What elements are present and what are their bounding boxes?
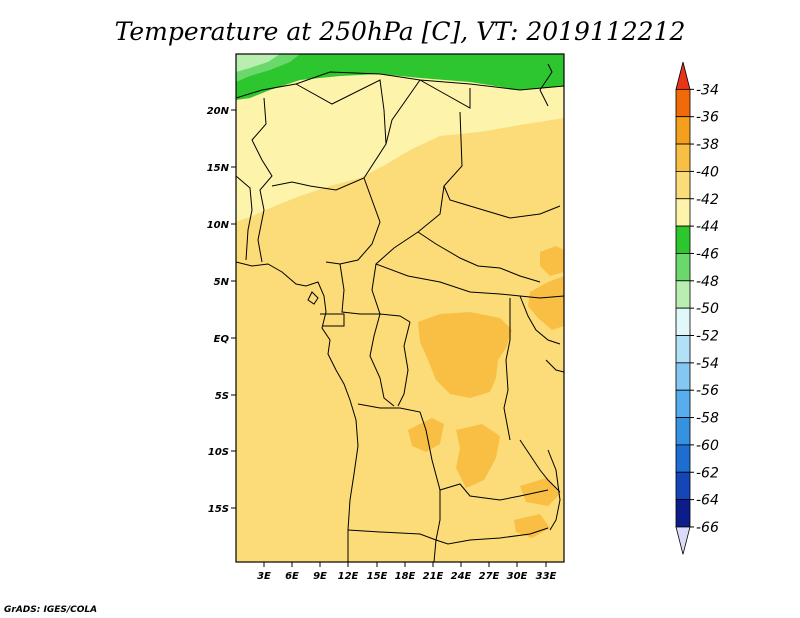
colorbar-swatch [675,143,691,172]
colorbar-swatch [675,198,691,227]
lat-axis: 20N 15N 10N 5N EQ 5S 10S 15S [207,106,236,515]
colorbar-label: -42 [696,192,719,208]
colorbar-label: -58 [696,411,719,427]
temp-patch-south2 [456,424,500,488]
colorbar-arrow-top [675,61,691,90]
lat-label: 20N [207,106,230,117]
lon-label: 30E [507,571,528,582]
colorbar-label: -46 [696,246,719,262]
colorbar-label: -44 [696,219,719,235]
colorbar: -34 -36 -38 -40 -42 -44 -46 -48 -50 -52 -54 -56 -58 -… [675,61,719,555]
colorbar-label: -62 [696,465,719,481]
colorbar-label: -54 [696,356,719,372]
grads-credit: GrADS: IGES/COLA [4,605,97,615]
lon-label: 15E [367,571,388,582]
colorbar-swatch [675,362,691,391]
temp-patch-south [408,418,444,452]
lon-label: 3E [257,571,271,582]
lon-label: 33E [536,571,557,582]
colorbar-label: -50 [696,301,719,317]
map-frame [235,53,565,563]
lon-axis: 3E 6E 9E 12E 15E 18E 21E 24E 27E 30E 33E [257,562,557,582]
temp-band-minus44 [236,54,564,100]
temp-patch-east [528,276,564,330]
lat-label: 15S [208,504,229,515]
colorbar-label: -60 [696,438,719,454]
lon-label: 24E [451,571,472,582]
lat-label: 15N [207,163,230,174]
colorbar-swatch [675,499,691,528]
colorbar-label: -52 [696,329,719,345]
lat-label: 5N [214,277,230,288]
lat-label: 5S [215,391,229,402]
colorbar-label: -48 [696,274,719,290]
colorbar-swatch [675,335,691,364]
colorbar-label: -56 [696,383,719,399]
colorbar-label: -40 [696,164,719,180]
colorbar-label: -34 [696,82,719,98]
temp-band-minus48 [236,54,280,72]
temp-patch-congo [418,312,512,398]
lon-label: 9E [313,571,327,582]
colorbar-swatch [675,253,691,282]
colorbar-swatch [675,444,691,473]
country-borders [236,63,564,562]
lat-label: EQ [214,334,230,345]
colorbar-label: -66 [696,520,719,536]
map-panel [236,54,564,562]
colorbar-swatch [675,116,691,145]
colorbar-swatch [675,225,691,254]
lon-label: 27E [479,571,500,582]
colorbar-arrow-bottom [675,526,691,555]
colorbar-label: -38 [696,137,719,153]
lon-label: 21E [423,571,444,582]
temp-patch-east2 [540,246,564,276]
lat-label: 10N [207,220,230,231]
lon-label: 12E [338,571,359,582]
colorbar-swatch [675,389,691,418]
colorbar-label: -36 [696,110,719,126]
colorbar-swatch [675,280,691,309]
lon-label: 6E [285,571,299,582]
colorbar-swatch [675,307,691,336]
lat-label: 10S [208,447,229,458]
colorbar-swatch [675,417,691,446]
colorbar-swatch [675,471,691,501]
colorbar-swatch [675,88,691,118]
lon-label: 18E [395,571,416,582]
map-title: Temperature at 250hPa [C], VT: 201911221… [115,17,686,46]
colorbar-swatch [675,170,691,200]
temp-patch-south4 [514,514,550,538]
colorbar-label: -64 [696,493,719,509]
